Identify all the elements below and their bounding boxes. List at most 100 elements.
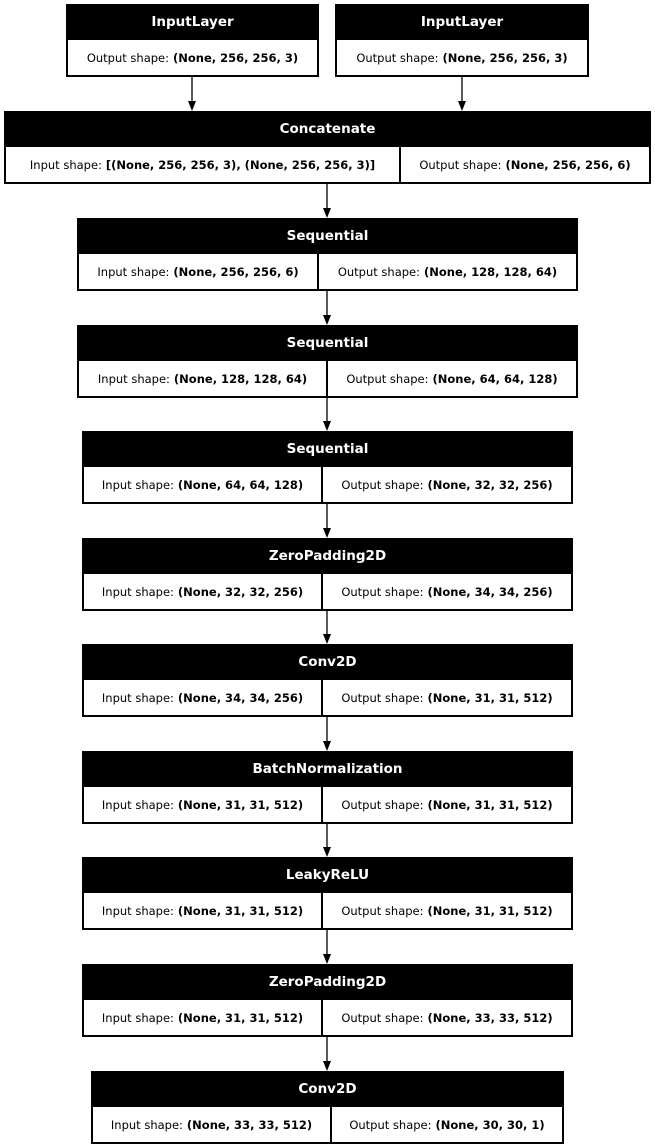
shape-cell: Input shape: (None, 34, 34, 256) bbox=[84, 680, 321, 715]
shape-row: Input shape: (None, 31, 31, 512) Output sh… bbox=[84, 787, 571, 822]
shape-cell: Input shape: [(None, 256, 256, 3), (None,… bbox=[6, 147, 399, 182]
shape-value: (None, 256, 256, 3) bbox=[442, 50, 568, 65]
shape-label: Output shape: bbox=[356, 50, 439, 65]
shape-label: Input shape: bbox=[97, 371, 170, 386]
layer-name: InputLayer bbox=[151, 14, 234, 30]
arrowhead-icon bbox=[458, 101, 466, 111]
shape-cell: Output shape: (None, 64, 64, 128) bbox=[328, 361, 576, 396]
shape-cell: Output shape: (None, 31, 31, 512) bbox=[323, 893, 571, 928]
layer-node: Concatenate Input shape: [(None, 256, 256,… bbox=[4, 111, 651, 184]
shape-cell: Output shape: (None, 32, 32, 256) bbox=[323, 467, 571, 502]
shape-cell: Input shape: (None, 31, 31, 512) bbox=[84, 893, 321, 928]
shape-value: (None, 31, 31, 512) bbox=[427, 797, 553, 812]
shape-label: Output shape: bbox=[346, 371, 429, 386]
shape-label: Input shape: bbox=[101, 903, 174, 918]
layer-name: BatchNormalization bbox=[252, 761, 403, 777]
arrowhead-icon bbox=[323, 634, 331, 644]
shape-label: Output shape: bbox=[341, 584, 424, 599]
shape-label: Output shape: bbox=[341, 477, 424, 492]
shape-row: Input shape: (None, 64, 64, 128) Output sh… bbox=[84, 467, 571, 502]
shape-value: (None, 64, 64, 128) bbox=[177, 477, 304, 492]
shape-label: Output shape: bbox=[341, 690, 424, 705]
layer-name: Conv2D bbox=[298, 654, 357, 670]
layer-node: Sequential Input shape: (None, 64, 64, 128… bbox=[82, 431, 573, 504]
shape-value: (None, 128, 128, 64) bbox=[173, 371, 308, 386]
shape-row: Input shape: (None, 31, 31, 512) Output sh… bbox=[84, 893, 571, 928]
shape-cell: Input shape: (None, 31, 31, 512) bbox=[84, 1000, 321, 1035]
shape-row: Output shape: (None, 256, 256, 3) bbox=[68, 40, 317, 75]
shape-cell: Input shape: (None, 33, 33, 512) bbox=[93, 1107, 330, 1142]
layer-node: LeakyReLU Input shape: (None, 31, 31, 512)… bbox=[82, 857, 573, 930]
shape-cell: Output shape: (None, 31, 31, 512) bbox=[323, 680, 571, 715]
shape-label: Input shape: bbox=[110, 1117, 183, 1132]
shape-label: Output shape: bbox=[419, 157, 502, 172]
layer-node: Conv2D Input shape: (None, 34, 34, 256) Out… bbox=[82, 644, 573, 717]
shape-value: (None, 128, 128, 64) bbox=[424, 264, 558, 279]
shape-value: (None, 33, 33, 512) bbox=[186, 1117, 313, 1132]
shape-value: (None, 33, 33, 512) bbox=[427, 1010, 553, 1025]
shape-value: (None, 31, 31, 512) bbox=[177, 797, 304, 812]
shape-value: (None, 256, 256, 6) bbox=[505, 157, 631, 172]
layer-node: Sequential Input shape: (None, 128, 128, 6… bbox=[77, 325, 578, 398]
shape-cell: Output shape: (None, 256, 256, 3) bbox=[337, 40, 587, 75]
layer-name: LeakyReLU bbox=[285, 867, 370, 883]
shape-row: Input shape: [(None, 256, 256, 3), (None,… bbox=[6, 147, 649, 182]
shape-label: Input shape: bbox=[101, 584, 174, 599]
shape-row: Input shape: (None, 256, 256, 6) Output sh… bbox=[79, 254, 576, 289]
shape-value: (None, 34, 34, 256) bbox=[427, 584, 553, 599]
shape-value: (None, 31, 31, 512) bbox=[427, 903, 553, 918]
layer-name: Sequential bbox=[286, 335, 369, 351]
layer-name: Sequential bbox=[286, 228, 369, 244]
shape-value: (None, 31, 31, 512) bbox=[177, 1010, 304, 1025]
shape-cell: Output shape: (None, 31, 31, 512) bbox=[323, 787, 571, 822]
shape-row: Input shape: (None, 31, 31, 512) Output sh… bbox=[84, 1000, 571, 1035]
arrowhead-icon bbox=[188, 101, 196, 111]
layer-node: Sequential Input shape: (None, 256, 256, 6… bbox=[77, 218, 578, 291]
arrowhead-icon bbox=[323, 528, 331, 538]
shape-value: (None, 32, 32, 256) bbox=[427, 477, 553, 492]
shape-cell: Output shape: (None, 256, 256, 3) bbox=[68, 40, 317, 75]
shape-cell: Output shape: (None, 30, 30, 1) bbox=[332, 1107, 562, 1142]
shape-label: Input shape: bbox=[101, 797, 174, 812]
layer-node: InputLayer Output shape: (None, 256, 256, … bbox=[66, 4, 319, 77]
shape-label: Output shape: bbox=[86, 50, 170, 65]
shape-cell: Output shape: (None, 256, 256, 6) bbox=[401, 147, 649, 182]
shape-value: (None, 31, 31, 512) bbox=[177, 903, 304, 918]
layer-node: BatchNormalization Input shape: (None, 31,… bbox=[82, 751, 573, 824]
shape-value: (None, 30, 30, 1) bbox=[435, 1117, 545, 1132]
shape-label: Output shape: bbox=[341, 1010, 424, 1025]
arrowhead-icon bbox=[323, 208, 331, 218]
shape-label: Input shape: bbox=[101, 477, 174, 492]
shape-cell: Input shape: (None, 31, 31, 512) bbox=[84, 787, 321, 822]
shape-cell: Input shape: (None, 64, 64, 128) bbox=[84, 467, 321, 502]
layer-name: Conv2D bbox=[298, 1081, 357, 1097]
shape-row: Input shape: (None, 32, 32, 256) Output sh… bbox=[84, 574, 571, 609]
shape-label: Input shape: bbox=[101, 690, 174, 705]
layer-node: InputLayer Output shape: (None, 256, 256, … bbox=[335, 4, 589, 77]
shape-row: Input shape: (None, 128, 128, 64) Output s… bbox=[79, 361, 576, 396]
shape-cell: Input shape: (None, 128, 128, 64) bbox=[79, 361, 326, 396]
shape-value: (None, 256, 256, 6) bbox=[173, 264, 299, 279]
shape-row: Input shape: (None, 33, 33, 512) Output sh… bbox=[93, 1107, 562, 1142]
layer-name: ZeroPadding2D bbox=[268, 548, 387, 564]
shape-value: (None, 64, 64, 128) bbox=[432, 371, 558, 386]
layer-name: Sequential bbox=[286, 441, 369, 457]
shape-cell: Output shape: (None, 128, 128, 64) bbox=[319, 254, 576, 289]
shape-value: (None, 32, 32, 256) bbox=[177, 584, 304, 599]
arrowhead-icon bbox=[323, 1061, 331, 1071]
layer-name: InputLayer bbox=[420, 14, 504, 30]
shape-cell: Output shape: (None, 33, 33, 512) bbox=[323, 1000, 571, 1035]
shape-value: (None, 256, 256, 3) bbox=[173, 50, 299, 65]
layer-node: ZeroPadding2D Input shape: (None, 31, 31, … bbox=[82, 964, 573, 1037]
layer-node: ZeroPadding2D Input shape: (None, 32, 32, … bbox=[82, 538, 573, 611]
arrowhead-icon bbox=[323, 954, 331, 964]
arrowhead-icon bbox=[323, 741, 331, 751]
arrowhead-icon bbox=[323, 315, 331, 325]
shape-value: (None, 34, 34, 256) bbox=[177, 690, 304, 705]
layer-name: ZeroPadding2D bbox=[268, 974, 387, 990]
layer-node: Conv2D Input shape: (None, 33, 33, 512) Out… bbox=[91, 1071, 564, 1144]
shape-label: Input shape: bbox=[101, 1010, 174, 1025]
shape-cell: Output shape: (None, 34, 34, 256) bbox=[323, 574, 571, 609]
shape-value: (None, 31, 31, 512) bbox=[427, 690, 553, 705]
